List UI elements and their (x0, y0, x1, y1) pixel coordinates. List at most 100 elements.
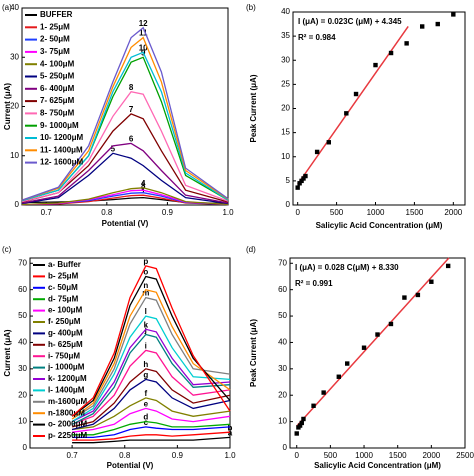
y-axis-label: Peak Current (μA) (249, 74, 258, 142)
curve (21, 36, 229, 201)
x-tick-label: 0 (295, 208, 300, 217)
equation: I (μA) = 0.023C (μM) + 4.345 (298, 17, 402, 26)
legend-label: m-1600μM (48, 397, 87, 406)
data-point (419, 24, 425, 29)
y-axis-label: Current (μA) (3, 83, 12, 130)
y-tick-label: 20 (281, 104, 290, 113)
peak-label: c (144, 418, 149, 427)
legend-label: f- 250μM (48, 317, 81, 326)
curve (72, 397, 231, 431)
y-tick-label: 40 (10, 3, 19, 12)
y-axis-label: Current (μA) (3, 329, 12, 376)
curve (21, 90, 229, 203)
y-tick-label: 40 (18, 338, 27, 347)
panel-label: (b) (246, 3, 256, 12)
y-tick-label: 10 (278, 417, 287, 426)
legend-label: b- 25μM (48, 272, 79, 281)
curve (71, 275, 231, 417)
data-point (303, 173, 308, 179)
data-point (415, 292, 421, 298)
curve (71, 296, 231, 420)
curve (71, 368, 231, 428)
y-tick-label: 15 (281, 128, 290, 137)
data-point (314, 149, 320, 155)
data-point (311, 403, 316, 408)
x-axis-label: Salicylic Acid Concentration (μM) (314, 461, 441, 470)
data-point (388, 50, 394, 56)
x-tick-label: 2000 (422, 451, 440, 460)
curve (21, 194, 229, 206)
data-point (451, 12, 456, 17)
x-tick-label: 1000 (367, 208, 385, 217)
data-point (301, 176, 306, 181)
legend-label: d- 75μM (48, 294, 79, 303)
peak-label: g (143, 370, 148, 379)
data-point (361, 345, 367, 350)
peak-label: e (144, 400, 149, 409)
r-squared: R² = 0.991 (295, 279, 333, 288)
x-tick-label: 0.9 (172, 451, 184, 460)
x-tick-label: 0.8 (101, 208, 113, 217)
legend-label: 5- 250μM (40, 72, 75, 81)
y-tick-label: 60 (18, 285, 27, 294)
x-tick-label: 1500 (406, 208, 424, 217)
peak-label: 4 (141, 179, 146, 188)
data-point (344, 111, 349, 116)
panel-label: (c) (2, 245, 12, 254)
legend-label: 6- 400μM (40, 84, 75, 93)
legend-label: e- 100μM (48, 306, 83, 315)
peak-label: 3 (141, 181, 146, 190)
legend-label: l- 1400μM (48, 386, 85, 395)
x-tick-label: 0 (295, 451, 300, 460)
legend-label: BUFFER (40, 10, 73, 19)
curve (71, 333, 231, 425)
curve (71, 265, 231, 417)
legend-label: i- 750μM (48, 351, 80, 360)
legend-label: 8- 750μM (40, 109, 75, 118)
y-tick-label: 0 (283, 443, 288, 452)
x-tick-label: 1.0 (224, 451, 236, 460)
curve (71, 349, 231, 425)
legend-label: g- 400μM (48, 329, 83, 338)
y-tick-label: 20 (18, 390, 27, 399)
legend-label: 12- 1600μM (40, 158, 83, 167)
y-tick-label: 40 (281, 7, 290, 16)
data-point (345, 361, 350, 366)
legend-label: 1- 25μM (40, 22, 70, 31)
plot-frame (289, 257, 466, 449)
peak-label: d (143, 413, 148, 422)
y-tick-label: 50 (18, 311, 27, 320)
peak-label: k (144, 320, 149, 329)
peak-label: i (145, 341, 147, 350)
y-tick-label: 30 (10, 52, 19, 61)
peak-label: 12 (139, 19, 148, 28)
y-tick-label: 30 (281, 55, 290, 64)
y-tick-label: 70 (278, 258, 287, 267)
y-tick-label: 20 (10, 102, 19, 111)
legend-label: 4- 100μM (40, 59, 75, 68)
legend-label: 9- 1000μM (40, 121, 79, 130)
y-tick-label: 60 (278, 285, 287, 294)
y-tick-label: 10 (18, 417, 27, 426)
peak-label: m (142, 289, 149, 298)
data-point (445, 263, 451, 269)
y-tick-label: 35 (281, 31, 290, 40)
x-tick-label: 500 (324, 451, 338, 460)
peak-label: 7 (129, 105, 134, 114)
legend-label: p- 2250μM (48, 431, 87, 440)
curve (71, 288, 231, 420)
curve (71, 328, 231, 423)
x-axis-label: Salicylic Acid Concentration (μM) (316, 221, 443, 230)
y-tick-label: 40 (278, 338, 287, 347)
legend-label: 10- 1200μM (40, 133, 83, 142)
x-tick-label: 1000 (355, 451, 373, 460)
y-tick-label: 70 (18, 258, 27, 267)
y-tick-label: 20 (278, 390, 287, 399)
peak-label: 10 (139, 43, 148, 52)
curve (21, 187, 229, 206)
legend-label: h- 625μM (48, 340, 83, 349)
legend-label: o- 2000μM (48, 420, 87, 429)
data-point (321, 390, 326, 395)
x-tick-label: 2000 (444, 208, 462, 217)
curve (72, 436, 231, 444)
